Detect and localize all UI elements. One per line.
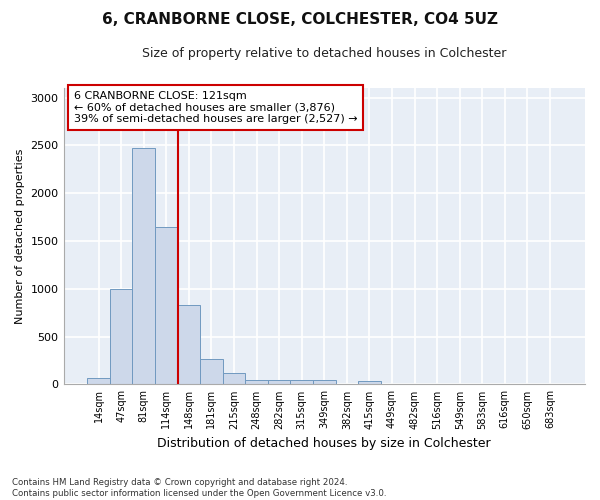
Y-axis label: Number of detached properties: Number of detached properties <box>15 148 25 324</box>
X-axis label: Distribution of detached houses by size in Colchester: Distribution of detached houses by size … <box>157 437 491 450</box>
Bar <box>87 378 110 384</box>
Text: 6 CRANBORNE CLOSE: 121sqm
← 60% of detached houses are smaller (3,876)
39% of se: 6 CRANBORNE CLOSE: 121sqm ← 60% of detac… <box>74 91 358 124</box>
Bar <box>268 380 290 384</box>
Bar <box>155 226 178 384</box>
Text: 6, CRANBORNE CLOSE, COLCHESTER, CO4 5UZ: 6, CRANBORNE CLOSE, COLCHESTER, CO4 5UZ <box>102 12 498 28</box>
Bar <box>290 380 313 384</box>
Bar <box>223 373 245 384</box>
Bar <box>133 148 155 384</box>
Bar <box>178 305 200 384</box>
Bar <box>313 380 335 384</box>
Bar <box>245 380 268 384</box>
Text: Contains HM Land Registry data © Crown copyright and database right 2024.
Contai: Contains HM Land Registry data © Crown c… <box>12 478 386 498</box>
Title: Size of property relative to detached houses in Colchester: Size of property relative to detached ho… <box>142 48 506 60</box>
Bar <box>200 358 223 384</box>
Bar <box>358 380 381 384</box>
Bar <box>110 289 133 384</box>
